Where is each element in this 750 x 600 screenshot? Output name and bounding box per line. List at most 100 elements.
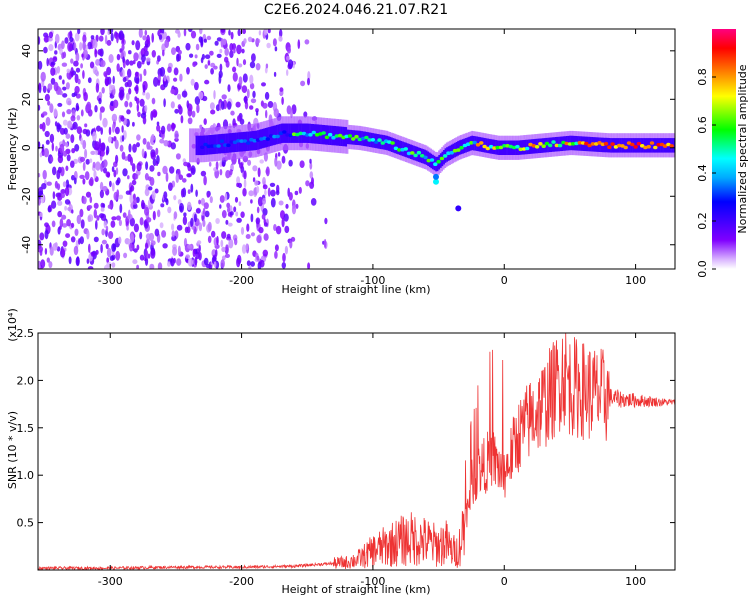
heatmap-cell [90, 150, 96, 155]
heatmap-cell [252, 138, 257, 143]
heatmap-cell [653, 145, 658, 150]
heatmap-cell [294, 190, 299, 196]
heatmap-cell [194, 256, 198, 266]
heatmap-cell [180, 115, 184, 124]
heatmap-cell [213, 90, 216, 100]
heatmap-cell [68, 256, 72, 265]
heatmap-cell [57, 166, 62, 174]
heatmap-cell [124, 100, 129, 108]
heatmap-cell [76, 256, 80, 266]
heatmap-cell [90, 251, 96, 257]
heatmap-cell [252, 177, 256, 183]
heatmap-cell [252, 165, 258, 172]
heatmap-cell [209, 144, 215, 148]
heatmap-cell [242, 187, 247, 197]
heatmap-cell [544, 141, 550, 146]
heatmap-cell [241, 85, 248, 93]
heatmap-cell [87, 41, 93, 50]
heatmap-cell [220, 239, 224, 248]
heatmap-cell [649, 138, 652, 153]
heatmap-cell [95, 82, 100, 93]
heatmap-cell [70, 236, 76, 243]
heatmap-cell [432, 154, 434, 170]
heatmap-cell [511, 145, 517, 150]
heatmap-cell [119, 203, 123, 214]
heatmap-cell [105, 243, 109, 250]
heatmap-cell [285, 133, 290, 137]
heatmap-cell [528, 139, 530, 154]
y-tick-label: 1.5 [17, 422, 35, 435]
heatmap-cell [48, 261, 53, 269]
heatmap-cell [105, 149, 109, 156]
heatmap-cell [224, 192, 228, 202]
heatmap-cell [111, 113, 118, 123]
heatmap-cell [295, 203, 299, 209]
heatmap-cell [439, 153, 442, 168]
heatmap-cell [186, 100, 190, 109]
heatmap-cell [136, 103, 139, 112]
heatmap-cell [154, 188, 159, 194]
heatmap-cell [100, 202, 105, 208]
heatmap-cell [127, 68, 132, 78]
heatmap-cell [74, 228, 79, 236]
heatmap-cell [144, 188, 150, 197]
heatmap-cell [255, 37, 260, 48]
heatmap-cell [408, 143, 411, 159]
heatmap-cell [219, 139, 225, 143]
heatmap-cell [278, 131, 284, 135]
heatmap-cell [150, 248, 156, 259]
heatmap-cell [52, 56, 58, 63]
heatmap-cell [122, 76, 127, 83]
heatmap-cell [191, 225, 195, 230]
heatmap-cell [241, 48, 245, 54]
heatmap-cell [287, 59, 294, 70]
heatmap-cell [129, 101, 133, 108]
heatmap-cell [475, 143, 481, 147]
heatmap-cell [64, 37, 69, 44]
heatmap-cell [136, 162, 142, 172]
heatmap-cell [61, 111, 66, 118]
heatmap-cell [149, 165, 155, 172]
heatmap-cell [238, 157, 241, 165]
heatmap-cell [307, 123, 310, 143]
heatmap-cell [395, 139, 398, 154]
heatmap-cell [227, 206, 231, 213]
heatmap-cell [139, 73, 143, 82]
heatmap-cell [252, 90, 256, 98]
heatmap-cell [141, 54, 146, 63]
heatmap-cell [119, 144, 124, 152]
heatmap-cell [310, 198, 317, 206]
heatmap-cell [219, 134, 221, 154]
heatmap-cell [184, 226, 189, 233]
heatmap-cell [267, 187, 271, 197]
heatmap-cell [97, 49, 103, 56]
heatmap-cell [204, 54, 211, 59]
heatmap-cell [239, 162, 244, 169]
heatmap-cell [115, 167, 119, 175]
heatmap-cell [279, 29, 283, 38]
heatmap-cell [64, 186, 70, 197]
heatmap-cell [456, 148, 461, 152]
heatmap-cell [50, 156, 54, 163]
heatmap-cell [311, 130, 316, 135]
heatmap-cell [38, 36, 41, 45]
x-tick-label: -200 [229, 274, 254, 287]
heatmap-cell [423, 155, 428, 160]
heatmap-cell [82, 40, 86, 51]
heatmap-cell [249, 105, 254, 110]
heatmap-cell [669, 144, 674, 148]
heatmap-cell [204, 64, 208, 69]
heatmap-cell [133, 59, 136, 65]
heatmap-cell [132, 121, 135, 127]
heatmap-cell [160, 203, 165, 208]
heatmap-cell [156, 155, 160, 165]
heatmap-cell [479, 141, 484, 145]
heatmap-cell [309, 161, 313, 170]
heatmap-cell [102, 185, 108, 192]
heatmap-cell [167, 66, 172, 73]
heatmap-cell [240, 211, 245, 218]
heatmap-cell [551, 140, 556, 144]
heatmap-cell [110, 220, 116, 228]
heatmap-cell [100, 29, 105, 36]
x-tick-label: 100 [625, 274, 646, 287]
